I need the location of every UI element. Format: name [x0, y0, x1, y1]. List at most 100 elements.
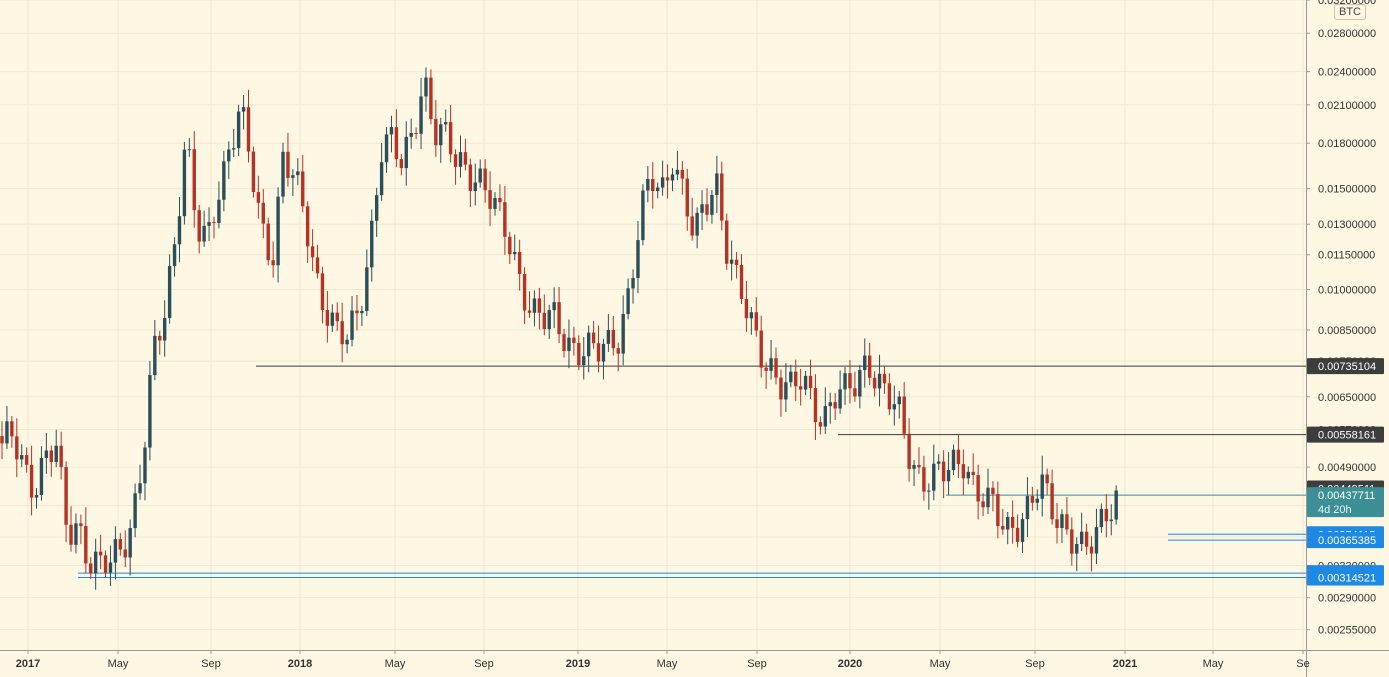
candle [542, 294, 546, 336]
candle [108, 545, 113, 586]
candle-body [271, 260, 275, 266]
candle-body [823, 406, 828, 427]
candle [655, 182, 660, 199]
candle [764, 362, 768, 389]
candle [49, 445, 53, 477]
candle-body [542, 312, 546, 330]
candle [79, 514, 83, 545]
candle-body [794, 371, 798, 387]
candle [813, 374, 818, 441]
candle [315, 244, 320, 279]
candle-body [1099, 508, 1104, 528]
candle-body [917, 465, 921, 468]
candle [34, 488, 39, 509]
candle [202, 210, 206, 247]
time-tick-label: Sep [474, 658, 494, 670]
candle [1104, 494, 1109, 538]
candle [892, 385, 897, 426]
candle [794, 359, 798, 401]
price-badge-label: 0.00365385 [1318, 535, 1376, 547]
candle-body [803, 375, 808, 390]
candle-body [887, 383, 892, 410]
candle [478, 159, 482, 188]
candle-body [473, 182, 477, 191]
candle-body [932, 463, 936, 491]
candle-body [601, 343, 606, 362]
candle-body [867, 355, 872, 378]
candle-body [922, 467, 926, 492]
candle-body [128, 528, 132, 558]
candle-body [143, 447, 147, 484]
candle-body [399, 159, 404, 169]
candle [1025, 477, 1030, 537]
candle-body [251, 151, 256, 193]
candle [641, 184, 645, 246]
candle-body [1030, 496, 1035, 503]
price-tick-label: 0.01500000 [1318, 184, 1376, 196]
candle-body [29, 464, 34, 498]
candle-body [986, 487, 990, 508]
candle [680, 161, 685, 195]
candle-body [315, 257, 320, 274]
candle-body [744, 298, 749, 319]
price-badge-countdown: 4d 20h [1318, 504, 1352, 516]
candle [586, 325, 591, 373]
candle [1089, 536, 1094, 572]
candle [394, 109, 399, 168]
price-badge-box [1307, 426, 1384, 443]
candle [981, 493, 985, 516]
candle-body [966, 471, 970, 479]
candle-body [483, 168, 487, 191]
candle [798, 368, 803, 406]
candle-body [453, 154, 458, 167]
price-axis-bg [1306, 0, 1389, 677]
candle [281, 142, 285, 204]
candle-body [853, 388, 857, 397]
candle [946, 452, 951, 495]
candle [93, 538, 98, 590]
candle [488, 171, 492, 227]
candle-body [1060, 514, 1064, 529]
candle-body [808, 375, 813, 389]
candle [172, 237, 177, 277]
candle-body [69, 524, 73, 545]
candle-body [291, 175, 295, 178]
candle [577, 335, 581, 371]
candle-body [503, 202, 507, 237]
candle-body [1040, 474, 1044, 499]
candle-body [749, 312, 754, 319]
candle-body [596, 343, 601, 362]
candle [517, 239, 522, 291]
candle-body [310, 246, 315, 258]
candle-body [468, 164, 473, 191]
candle-body [784, 382, 788, 400]
candle-body [463, 152, 468, 165]
price-badge-label: 0.00558161 [1318, 430, 1376, 442]
candle-body [582, 356, 586, 366]
candle-body [1065, 514, 1069, 530]
candle-body [177, 216, 182, 245]
candle-body [458, 152, 463, 167]
candle [212, 216, 216, 239]
candle-body [1075, 543, 1079, 554]
candle-body [133, 493, 137, 529]
candle-body [222, 161, 226, 200]
candle [222, 150, 226, 212]
candle-body [547, 310, 551, 330]
time-tick-label: 2018 [288, 658, 312, 670]
candle-body [1079, 531, 1084, 544]
candle [158, 330, 162, 355]
candle [301, 154, 305, 213]
candle [305, 201, 310, 263]
candle [887, 373, 892, 416]
candle [345, 334, 349, 354]
price-tick-label: 0.00255000 [1318, 625, 1376, 637]
candle [133, 483, 137, 538]
candle-body [340, 321, 344, 345]
candle [143, 441, 147, 501]
candle [365, 249, 369, 317]
candle [44, 432, 49, 474]
candle [1099, 503, 1104, 533]
